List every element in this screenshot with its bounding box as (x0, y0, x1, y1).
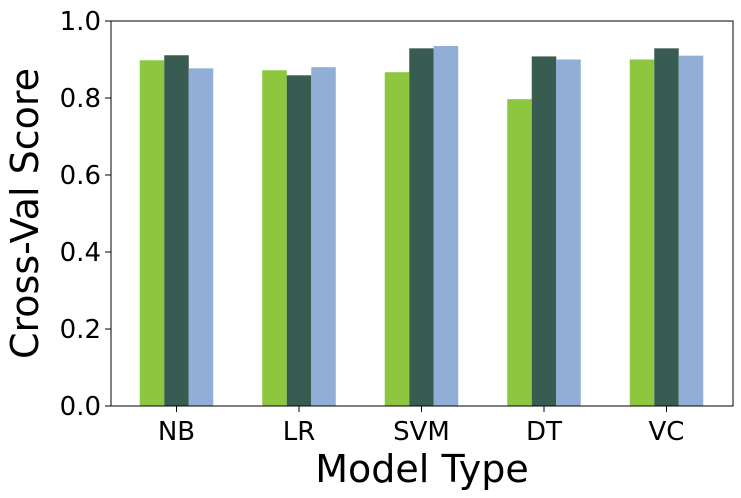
y-tick-label: 0.2 (60, 315, 101, 345)
bar-dt-series-3 (556, 59, 581, 406)
bar-svm-series-3 (433, 46, 459, 407)
y-tick-label: 0.6 (60, 161, 101, 191)
bar-nb-series-2 (164, 55, 189, 406)
bar-vc-series-3 (678, 55, 704, 407)
y-tick-label: 0.0 (60, 392, 101, 422)
x-tick-label-svm: SVM (393, 417, 450, 447)
x-tick-label-nb: NB (158, 417, 195, 447)
x-tick-label-lr: LR (283, 417, 316, 447)
y-tick-label: 0.4 (60, 238, 101, 268)
bars-group (139, 46, 704, 407)
y-axis-title: Cross-Val Score (3, 68, 47, 359)
bar-lr-series-2 (286, 75, 312, 406)
bar-vc-series-2 (654, 48, 679, 406)
y-tick-label: 0.8 (60, 84, 101, 114)
bar-nb-series-3 (188, 68, 214, 407)
x-axis: NB LR SVM DT VC (158, 406, 685, 447)
x-axis-title: Model Type (315, 447, 528, 491)
bar-dt-series-2 (531, 56, 557, 407)
bar-lr-series-1 (262, 70, 287, 406)
y-axis: 0.0 0.2 0.4 0.6 0.8 1.0 (60, 7, 111, 422)
x-tick-label-dt: DT (526, 417, 562, 447)
bar-nb-series-1 (139, 60, 165, 407)
bar-lr-series-3 (311, 67, 336, 406)
y-tick-label: 1.0 (60, 7, 101, 37)
bar-vc-series-1 (629, 59, 655, 406)
x-tick-label-vc: VC (649, 417, 685, 447)
bar-svm-series-1 (384, 72, 410, 406)
bar-svm-series-2 (409, 48, 434, 406)
bar-dt-series-1 (507, 99, 532, 407)
